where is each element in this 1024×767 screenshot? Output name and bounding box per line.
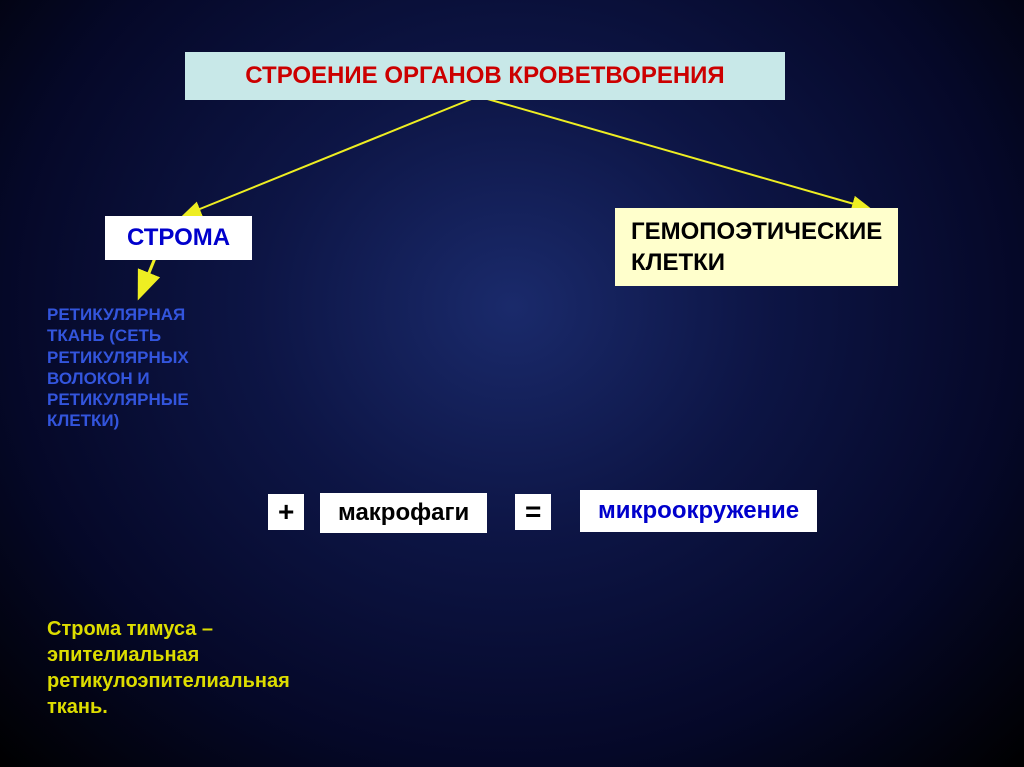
reticular-line5: РЕТИКУЛЯРНЫЕ: [47, 390, 189, 409]
reticular-line2: ТКАНЬ (СЕТЬ: [47, 326, 161, 345]
thymus-node: Строма тимуса – эпителиальная ретикулоэп…: [35, 610, 302, 726]
micro-text: микроокружение: [598, 497, 799, 524]
thymus-line2: эпителиальная: [47, 644, 199, 666]
hemo-line2: КЛЕТКИ: [631, 249, 725, 276]
hemo-line1: ГЕМОПОЭТИЧЕСКИЕ: [631, 218, 882, 245]
edge-title-stroma: [185, 98, 474, 215]
stroma-text: СТРОМА: [127, 224, 230, 251]
thymus-line1: Строма тимуса –: [47, 618, 213, 640]
plus-node: +: [268, 494, 304, 530]
stroma-node: СТРОМА: [105, 216, 252, 260]
hemo-node: ГЕМОПОЭТИЧЕСКИЕ КЛЕТКИ: [615, 208, 898, 286]
thymus-line3: ретикулоэпителиальная: [47, 670, 290, 692]
reticular-line6: КЛЕТКИ): [47, 411, 119, 430]
reticular-line1: РЕТИКУЛЯРНАЯ: [47, 305, 185, 324]
edge-title-hemo: [484, 98, 868, 208]
equals-node: =: [515, 494, 551, 530]
reticular-line3: РЕТИКУЛЯРНЫХ: [47, 348, 189, 367]
equals-text: =: [525, 496, 541, 527]
macrophage-text: макрофаги: [338, 499, 469, 526]
micro-node: микроокружение: [580, 490, 817, 532]
macrophage-node: макрофаги: [320, 493, 487, 533]
edge-stroma-reticular: [140, 258, 155, 295]
title-text: СТРОЕНИЕ ОРГАНОВ КРОВЕТВОРЕНИЯ: [245, 62, 724, 89]
plus-text: +: [278, 496, 294, 527]
thymus-line4: ткань.: [47, 696, 108, 718]
reticular-node: РЕТИКУЛЯРНАЯ ТКАНЬ (СЕТЬ РЕТИКУЛЯРНЫХ ВО…: [35, 298, 201, 438]
title-node: СТРОЕНИЕ ОРГАНОВ КРОВЕТВОРЕНИЯ: [185, 52, 785, 100]
reticular-line4: ВОЛОКОН И: [47, 369, 150, 388]
